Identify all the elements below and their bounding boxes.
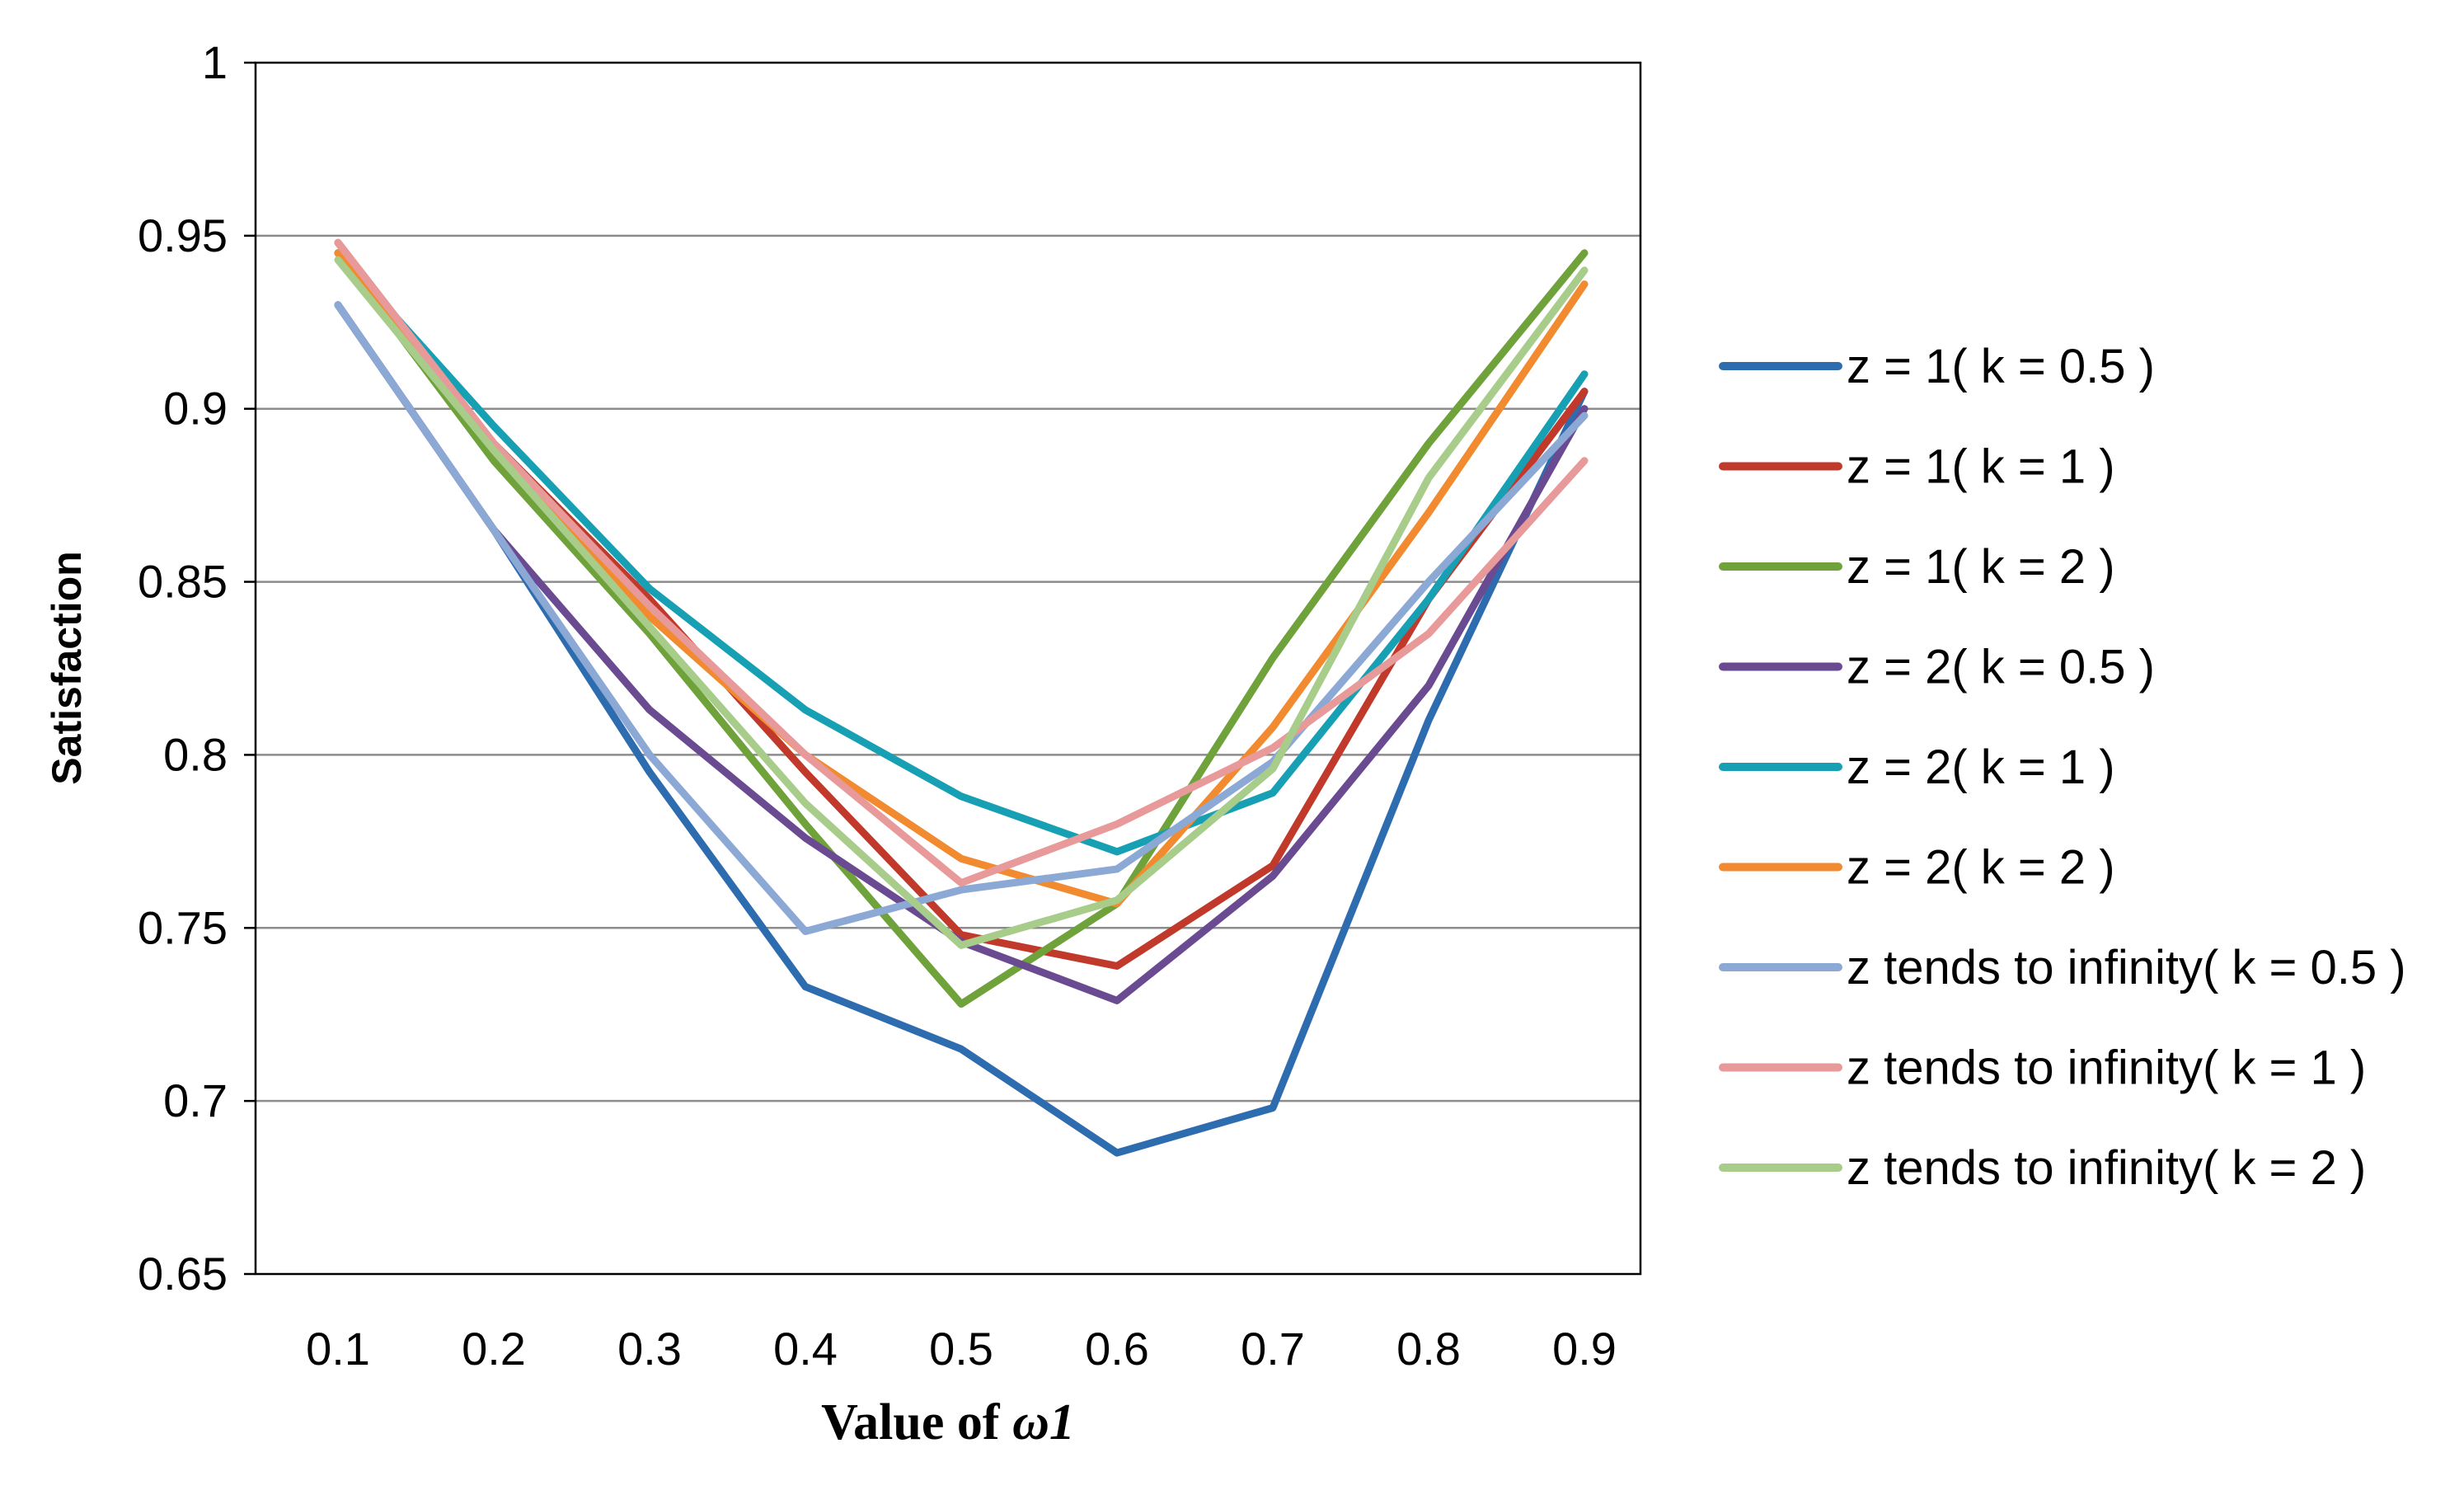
x-tick-label: 0.5: [929, 1323, 993, 1375]
legend-label-8: z tends to infinity( k = 1 ): [1847, 1041, 2366, 1095]
series-line-8: [334, 238, 1589, 887]
series-line-3: [334, 249, 1589, 1008]
y-tick-label: 0.7: [163, 1074, 228, 1126]
series-line-7: [334, 301, 1589, 935]
x-tick-label: 0.1: [306, 1323, 370, 1375]
y-tick-label: 0.8: [163, 728, 228, 780]
legend-label-7: z tends to infinity( k = 0.5 ): [1847, 941, 2406, 994]
x-axis-ticks: 0.1 0.2 0.3 0.4 0.5 0.6 0.7 0.8 0.9: [306, 1323, 1617, 1375]
legend-label-5: z = 2( k = 1 ): [1847, 740, 2115, 794]
y-tick-label: 0.75: [138, 901, 228, 953]
legend: z = 1( k = 0.5 ) z = 1( k = 1 ) z = 1( k =…: [1719, 340, 2406, 1195]
x-tick-label: 0.3: [617, 1323, 682, 1375]
series-line-9: [334, 256, 1589, 949]
legend-label-2: z = 1( k = 1 ): [1847, 440, 2115, 494]
plot-area-frame: [254, 61, 1642, 1276]
x-tick-label: 0.8: [1396, 1323, 1461, 1375]
y-tick-label: 0.9: [163, 383, 228, 435]
legend-label-1: z = 1( k = 0.5 ): [1847, 340, 2155, 393]
y-tick-label: 0.85: [138, 556, 228, 608]
x-tick-label: 0.9: [1552, 1323, 1617, 1375]
series-line-5: [334, 249, 1589, 856]
x-axis-label: Value of ω1: [821, 1394, 1075, 1450]
gridlines: [256, 234, 1640, 1102]
legend-label-6: z = 2( k = 2 ): [1847, 841, 2115, 895]
series-lines: [334, 238, 1589, 1157]
x-tick-label: 0.6: [1085, 1323, 1149, 1375]
x-tick-label: 0.2: [462, 1323, 526, 1375]
legend-label-9: z tends to infinity( k = 2 ): [1847, 1141, 2366, 1195]
x-tick-label: 0.4: [773, 1323, 838, 1375]
legend-label-3: z = 1( k = 2 ): [1847, 540, 2115, 594]
y-tick-label: 1: [202, 36, 228, 88]
y-tick-label: 0.95: [138, 209, 228, 261]
x-tick-label: 0.7: [1241, 1323, 1305, 1375]
x-axis-label-prefix: Value of: [821, 1394, 1012, 1450]
y-tick-label: 0.65: [138, 1248, 228, 1300]
legend-label-4: z = 2( k = 0.5 ): [1847, 641, 2155, 694]
x-axis-label-symbol: ω1: [1012, 1394, 1075, 1450]
y-axis-ticks: 0.65 0.7 0.75 0.8 0.85 0.9 0.95 1: [138, 36, 256, 1300]
y-axis-label: Satisfaction: [44, 551, 90, 784]
